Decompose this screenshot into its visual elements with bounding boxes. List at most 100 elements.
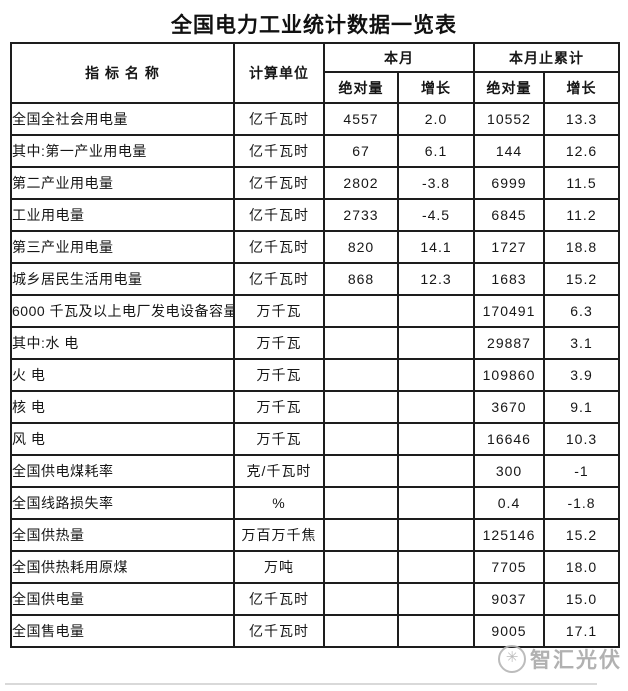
cumulative-growth-cell: 15.0 <box>543 582 620 616</box>
unit-cell: 亿千瓦时 <box>233 614 325 648</box>
cumulative-growth-cell: 18.0 <box>543 550 620 584</box>
table-row: 其中:水 电万千瓦 29887 3.1 <box>10 326 620 360</box>
month-growth-cell: 2.0 <box>397 102 475 136</box>
cumulative-absolute-cell: 144 <box>473 134 545 168</box>
unit-cell: 万千瓦 <box>233 326 325 360</box>
indicator-cell: 第三产业用电量 <box>10 230 235 264</box>
table-row: 全国全社会用电量 亿千瓦时 4557 2.0 10552 13.3 <box>10 102 620 136</box>
cumulative-absolute-cell: 0.4 <box>473 486 545 520</box>
month-growth-cell <box>397 358 475 392</box>
unit-cell: 亿千瓦时 <box>233 166 325 200</box>
cumulative-absolute-cell: 10552 <box>473 102 545 136</box>
header-month-growth: 增长 <box>397 71 475 104</box>
indicator-cell: 风 电 <box>10 422 235 456</box>
month-absolute-cell <box>323 326 399 360</box>
cumulative-growth-cell: 6.3 <box>543 294 620 328</box>
unit-cell: 万百万千焦 <box>233 518 325 552</box>
table-row: 全国供热耗用原煤 万吨 7705 18.0 <box>10 550 620 584</box>
month-absolute-cell <box>323 518 399 552</box>
indicator-cell: 全国售电量 <box>10 614 235 648</box>
month-absolute-cell <box>323 550 399 584</box>
table-row: 风 电万千瓦 16646 10.3 <box>10 422 620 456</box>
unit-cell: 亿千瓦时 <box>233 198 325 232</box>
unit-cell: 万千瓦 <box>233 422 325 456</box>
month-growth-cell: -4.5 <box>397 198 475 232</box>
month-growth-cell <box>397 582 475 616</box>
watermark-logo-icon: ✳ <box>498 645 526 673</box>
month-absolute-cell: 2802 <box>323 166 399 200</box>
watermark: ✳ 智汇光伏 <box>498 644 622 674</box>
cumulative-growth-cell: 11.5 <box>543 166 620 200</box>
month-growth-cell <box>397 486 475 520</box>
header-month-group: 本月 <box>323 42 475 73</box>
cumulative-absolute-cell: 16646 <box>473 422 545 456</box>
unit-cell: 亿千瓦时 <box>233 134 325 168</box>
cumulative-absolute-cell: 29887 <box>473 326 545 360</box>
indicator-cell: 其中:第一产业用电量 <box>10 134 235 168</box>
cumulative-absolute-cell: 109860 <box>473 358 545 392</box>
cumulative-growth-cell: 3.9 <box>543 358 620 392</box>
table-row: 全国供电量 亿千瓦时 9037 15.0 <box>10 582 620 616</box>
indicator-cell: 全国供热耗用原煤 <box>10 550 235 584</box>
cumulative-growth-cell: 9.1 <box>543 390 620 424</box>
cumulative-absolute-cell: 7705 <box>473 550 545 584</box>
indicator-cell: 城乡居民生活用电量 <box>10 262 235 296</box>
statistics-table: 指 标 名 称 计算单位 本月 本月止累计 绝对量 增长 绝对量 增长 全国全社… <box>10 42 620 648</box>
month-absolute-cell: 4557 <box>323 102 399 136</box>
indicator-cell: 全国供电量 <box>10 582 235 616</box>
cumulative-growth-cell: 12.6 <box>543 134 620 168</box>
indicator-cell: 全国线路损失率 <box>10 486 235 520</box>
indicator-cell: 全国全社会用电量 <box>10 102 235 136</box>
month-growth-cell <box>397 454 475 488</box>
cumulative-growth-cell: 10.3 <box>543 422 620 456</box>
month-absolute-cell <box>323 486 399 520</box>
cumulative-absolute-cell: 9005 <box>473 614 545 648</box>
cumulative-absolute-cell: 1683 <box>473 262 545 296</box>
cumulative-growth-cell: 15.2 <box>543 262 620 296</box>
table-row: 工业用电量 亿千瓦时 2733 -4.5 6845 11.2 <box>10 198 620 232</box>
month-absolute-cell <box>323 614 399 648</box>
watermark-text: 智汇光伏 <box>530 649 622 672</box>
month-growth-cell <box>397 390 475 424</box>
month-growth-cell <box>397 294 475 328</box>
unit-cell: 亿千瓦时 <box>233 582 325 616</box>
cumulative-growth-cell: 11.2 <box>543 198 620 232</box>
table-row: 其中:第一产业用电量 亿千瓦时 67 6.1 144 12.6 <box>10 134 620 168</box>
table-row: 第三产业用电量 亿千瓦时 820 14.1 1727 18.8 <box>10 230 620 264</box>
table-row: 火 电万千瓦 109860 3.9 <box>10 358 620 392</box>
indicator-cell: 6000 千瓦及以上电厂发电设备容量 <box>10 294 235 328</box>
cumulative-absolute-cell: 1727 <box>473 230 545 264</box>
table-row: 城乡居民生活用电量 亿千瓦时 868 12.3 1683 15.2 <box>10 262 620 296</box>
month-growth-cell <box>397 614 475 648</box>
unit-cell: 亿千瓦时 <box>233 102 325 136</box>
unit-cell: 万千瓦 <box>233 358 325 392</box>
table-row: 全国供热量 万百万千焦 125146 15.2 <box>10 518 620 552</box>
unit-cell: 亿千瓦时 <box>233 262 325 296</box>
indicator-cell: 其中:水 电 <box>10 326 235 360</box>
header-indicator: 指 标 名 称 <box>10 42 235 104</box>
month-growth-cell <box>397 550 475 584</box>
indicator-cell: 火 电 <box>10 358 235 392</box>
table-row: 全国售电量 亿千瓦时 9005 17.1 <box>10 614 620 648</box>
unit-cell: 克/千瓦时 <box>233 454 325 488</box>
month-absolute-cell: 2733 <box>323 198 399 232</box>
header-cumulative-group: 本月止累计 <box>473 42 620 73</box>
indicator-cell: 工业用电量 <box>10 198 235 232</box>
month-growth-cell <box>397 326 475 360</box>
cumulative-absolute-cell: 6845 <box>473 198 545 232</box>
header-row-sub: 绝对量 增长 绝对量 增长 <box>11 71 620 104</box>
cumulative-growth-cell: -1.8 <box>543 486 620 520</box>
header-unit: 计算单位 <box>233 42 325 104</box>
indicator-cell: 全国供电煤耗率 <box>10 454 235 488</box>
cumulative-absolute-cell: 9037 <box>473 582 545 616</box>
header-month-absolute: 绝对量 <box>323 71 399 104</box>
table-row: 全国线路损失率% 0.4 -1.8 <box>10 486 620 520</box>
unit-cell: 万千瓦 <box>233 390 325 424</box>
month-absolute-cell <box>323 454 399 488</box>
month-growth-cell <box>397 422 475 456</box>
scan-shadow-line <box>5 683 597 685</box>
page-title: 全国电力工业统计数据一览表 <box>171 14 457 37</box>
cumulative-growth-cell: 13.3 <box>543 102 620 136</box>
unit-cell: 万吨 <box>233 550 325 584</box>
